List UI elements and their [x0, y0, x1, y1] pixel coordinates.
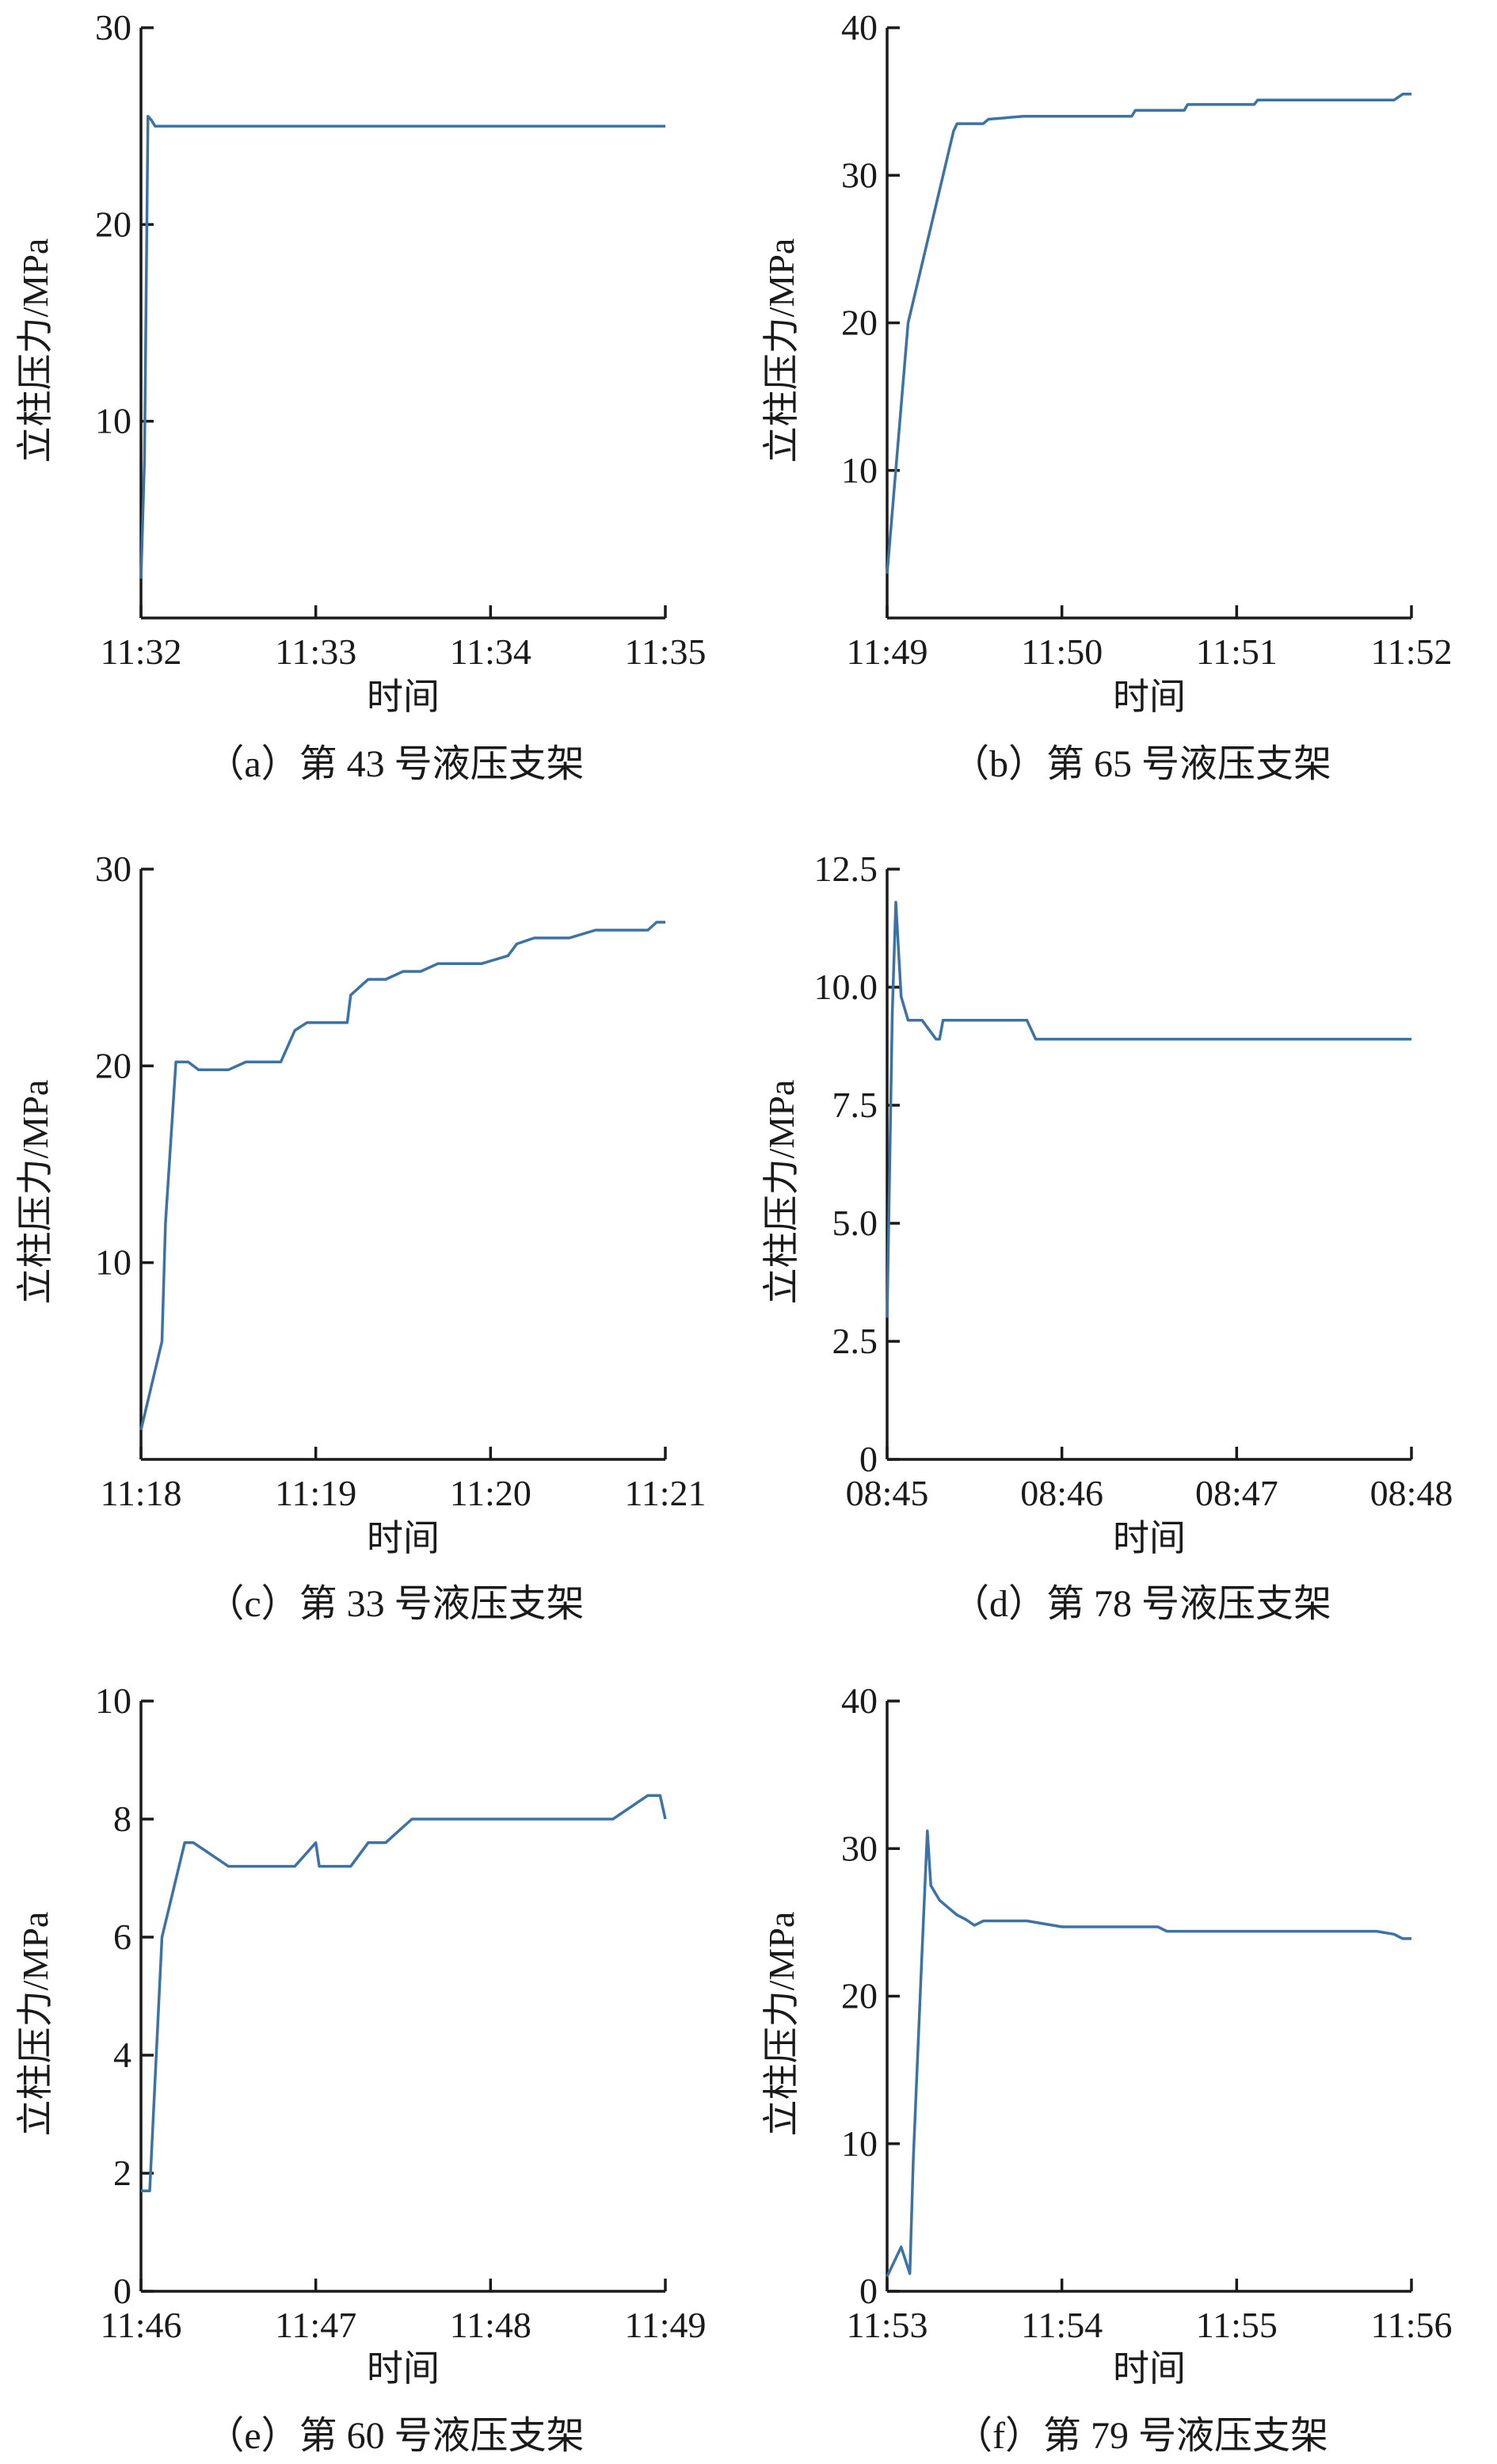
- series-line: [141, 1794, 667, 2193]
- series-line: [139, 921, 665, 1431]
- y-axis-label: 立柱压力/MPa: [761, 238, 802, 463]
- y-axis-label: 立柱压力/MPa: [761, 1080, 802, 1305]
- y-tick-label: 40: [841, 1680, 878, 1721]
- y-tick-label: 6: [113, 1917, 131, 1957]
- series-line: [886, 900, 1411, 1318]
- chart-panel-b: 10 20 30 40 11:49 11:50 11:51 11:52 时间 立柱压力/MPa （b…: [761, 7, 1453, 785]
- y-tick-label: 0: [113, 2271, 131, 2311]
- panel-caption: （e）第 60 号液压支架: [206, 2415, 584, 2457]
- x-tick-label: 11:51: [1196, 631, 1278, 672]
- y-tick-label: 10: [95, 401, 131, 441]
- x-tick-label: 11:49: [846, 631, 928, 672]
- x-axis-label: 时间: [367, 677, 440, 717]
- y-tick-label: 5.0: [832, 1203, 878, 1243]
- x-tick-label: 08:45: [846, 1473, 929, 1513]
- series-line: [886, 1829, 1411, 2278]
- x-tick-label: 11:35: [624, 631, 706, 672]
- x-tick-label: 11:56: [1370, 2305, 1452, 2345]
- y-axis-label: 立柱压力/MPa: [761, 1912, 802, 2137]
- y-tick-label: 10: [95, 1680, 131, 1721]
- x-tick-label: 11:21: [624, 1473, 706, 1513]
- y-tick-label: 30: [841, 154, 878, 195]
- x-tick-label: 11:33: [275, 631, 356, 672]
- y-tick-label: 30: [95, 849, 131, 889]
- y-tick-label: 10: [95, 1242, 131, 1283]
- y-tick-label: 20: [841, 1976, 878, 2016]
- panel-caption: （b）第 65 号液压支架: [951, 743, 1331, 785]
- x-tick-label: 11:20: [450, 1473, 531, 1513]
- y-tick-label: 2.5: [832, 1321, 878, 1361]
- y-tick-label: 20: [95, 1045, 131, 1085]
- x-tick-label: 11:47: [275, 2305, 356, 2345]
- x-tick-label: 11:52: [1370, 631, 1452, 672]
- y-tick-label: 20: [95, 204, 131, 244]
- chart-panel-d: 0 2.5 5.0 7.5 10.0 12.5 08:45 08:46 08:47 08:48 时间…: [761, 849, 1453, 1625]
- y-tick-label: 40: [841, 7, 878, 48]
- y-tick-label: 10: [841, 2123, 878, 2164]
- chart-panel-e: 0 2 4 6 8 10 11:46 11:47 11:48 11:49 时间 立柱压力/MPa （e）…: [15, 1680, 707, 2457]
- chart-panel-c: 10 20 30 11:18 11:19 11:20 11:21 时间 立柱压力/MPa （c）第…: [15, 849, 707, 1625]
- panel-caption: （a）第 43 号液压支架: [206, 743, 584, 785]
- x-tick-label: 11:50: [1021, 631, 1103, 672]
- x-tick-label: 11:32: [100, 631, 181, 672]
- y-tick-label: 10: [841, 450, 878, 490]
- x-tick-label: 11:48: [450, 2305, 531, 2345]
- x-tick-label: 11:46: [100, 2305, 181, 2345]
- y-tick-label: 30: [95, 7, 131, 48]
- y-axis-label: 立柱压力/MPa: [15, 1912, 55, 2137]
- y-tick-label: 12.5: [814, 849, 878, 889]
- x-axis-label: 时间: [367, 2348, 440, 2389]
- x-tick-label: 11:18: [100, 1473, 181, 1513]
- x-tick-label: 11:53: [846, 2305, 928, 2345]
- y-axis-label: 立柱压力/MPa: [15, 1080, 55, 1305]
- chart-panel-f: 0 10 20 30 40 11:53 11:54 11:55 11:56 时间 立柱压力/MPa （…: [761, 1680, 1453, 2457]
- panel-caption: （f）第 79 号液压支架: [954, 2415, 1328, 2457]
- x-tick-label: 11:49: [624, 2305, 706, 2345]
- panel-caption: （c）第 33 号液压支架: [206, 1583, 584, 1625]
- x-tick-label: 11:55: [1196, 2305, 1278, 2345]
- x-tick-label: 11:34: [450, 631, 531, 672]
- x-axis-label: 时间: [367, 1518, 440, 1558]
- panel-caption: （d）第 78 号液压支架: [951, 1583, 1331, 1625]
- y-tick-label: 10.0: [814, 967, 878, 1007]
- x-tick-label: 11:19: [275, 1473, 356, 1513]
- x-tick-label: 08:47: [1195, 1473, 1278, 1513]
- chart-panel-a: 10 20 30 11:32 11:33 11:34 11:35 时间 立柱压力/MPa （a）第…: [15, 7, 707, 785]
- y-tick-label: 2: [113, 2153, 131, 2193]
- x-tick-label: 08:46: [1020, 1473, 1103, 1513]
- x-axis-label: 时间: [1113, 2348, 1186, 2389]
- y-axis-label: 立柱压力/MPa: [15, 238, 55, 463]
- y-tick-label: 8: [113, 1798, 131, 1839]
- x-axis-label: 时间: [1113, 677, 1186, 717]
- x-tick-label: 11:54: [1021, 2305, 1103, 2345]
- y-tick-label: 0: [859, 1439, 878, 1479]
- x-axis-label: 时间: [1113, 1518, 1186, 1558]
- y-tick-label: 7.5: [832, 1085, 878, 1125]
- series-line: [139, 115, 665, 579]
- x-tick-label: 08:48: [1370, 1473, 1453, 1513]
- series-line: [886, 93, 1411, 574]
- y-tick-label: 4: [113, 2035, 131, 2075]
- y-tick-label: 30: [841, 1828, 878, 1868]
- y-tick-label: 0: [859, 2271, 878, 2311]
- y-tick-label: 20: [841, 303, 878, 343]
